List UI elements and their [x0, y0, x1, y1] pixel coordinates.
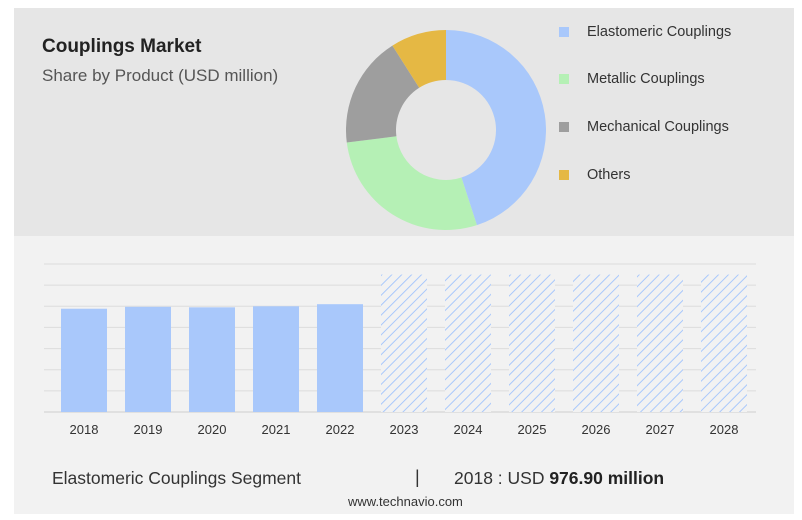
source-link[interactable]: www.technavio.com [348, 494, 463, 509]
forecast-bar-2026 [573, 274, 619, 412]
x-tick-label: 2025 [518, 422, 547, 437]
donut-slice-others [392, 30, 446, 88]
legend-label: Metallic Couplings [587, 71, 705, 87]
x-tick-label: 2024 [454, 422, 483, 437]
value-label: 976.90 million [549, 468, 665, 488]
x-tick-label: 2027 [646, 422, 675, 437]
legend-swatch [559, 74, 569, 84]
donut-slice-metallic-couplings [346, 136, 477, 230]
bar-chart: 2018 2019 2020 2021 2022 2023 2024 2025 2026 2027… [44, 263, 756, 437]
donut-chart [346, 30, 546, 230]
bar-2021 [253, 306, 299, 412]
x-tick-label: 2021 [262, 422, 291, 437]
legend-label: Mechanical Couplings [587, 119, 729, 135]
bar-2018 [61, 308, 107, 412]
legend-item-mechanical: Mechanical Couplings [559, 119, 729, 135]
donut-slice-mechanical-couplings [346, 45, 420, 143]
forecast-bar-2028 [701, 274, 747, 412]
forecast-bar-2025 [509, 274, 555, 412]
legend-swatch [559, 122, 569, 132]
donut-slice-elastomeric-couplings [446, 30, 546, 226]
chart-title: Couplings Market [42, 36, 202, 57]
x-tick-label: 2026 [582, 422, 611, 437]
segment-label: Elastomeric Couplings Segment [52, 468, 302, 488]
bar-2020 [189, 307, 235, 412]
x-tick-label: 2020 [198, 422, 227, 437]
infographic-card: Couplings Market Share by Product (USD m… [14, 8, 794, 514]
legend-swatch [559, 27, 569, 37]
x-tick-label: 2028 [710, 422, 739, 437]
x-tick-label: 2023 [390, 422, 419, 437]
top-panel: Couplings Market Share by Product (USD m… [14, 8, 794, 236]
chart-subtitle: Share by Product (USD million) [42, 66, 279, 85]
bar-2019 [125, 306, 171, 412]
x-tick-label: 2018 [70, 422, 99, 437]
legend-swatch [559, 170, 569, 180]
year-label: 2018 : USD [454, 468, 550, 488]
forecast-bar-2027 [637, 274, 683, 412]
forecast-bar-2023 [381, 274, 427, 412]
legend-item-elastomeric: Elastomeric Couplings [559, 24, 731, 40]
x-tick-label: 2022 [326, 422, 355, 437]
legend-item-others: Others [559, 167, 631, 183]
x-tick-label: 2019 [134, 422, 163, 437]
segment-value: 2018 : USD 976.90 million [454, 468, 664, 489]
legend-label: Elastomeric Couplings [587, 24, 732, 40]
divider: | [415, 467, 420, 487]
forecast-bar-2024 [445, 274, 491, 412]
bar-2022 [317, 304, 363, 412]
legend-item-metallic: Metallic Couplings [559, 71, 705, 87]
legend-label: Others [587, 167, 631, 183]
